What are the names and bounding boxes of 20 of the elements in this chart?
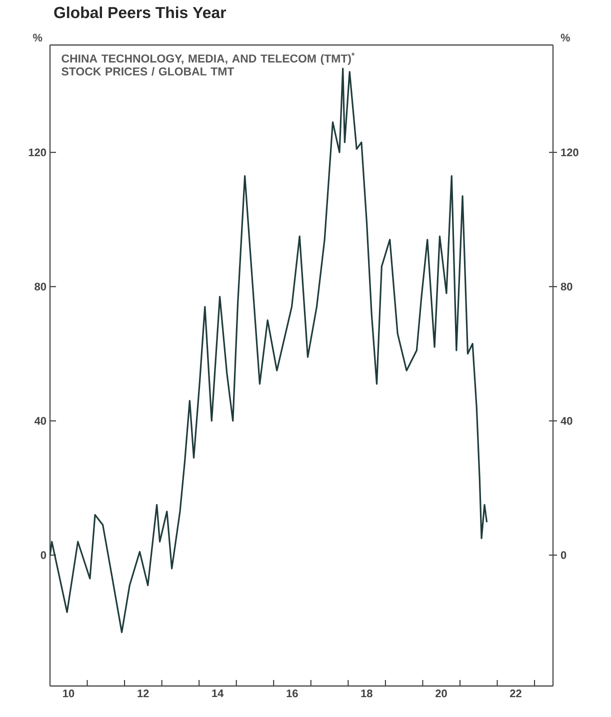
y-tick-label: 80 (34, 282, 46, 291)
text: CHINA TECHNOLOGY, MEDIA, AND TELECOM (TMT)$^{*}$ STOCK PRICES / GLOBAL TMT (62, 52, 355, 76)
x-tick-label: 14 (212, 690, 224, 698)
y-tick-label: 40 (34, 417, 46, 425)
y-tick-label: 120 (28, 148, 46, 156)
y-axis-title: % (33, 34, 42, 42)
x-tick-label: 10 (63, 690, 74, 698)
x-tick-label: 18 (361, 690, 372, 698)
y2-tick-label: 0 (560, 551, 566, 559)
x-tick-label: 20 (436, 690, 447, 698)
y2-tick-label: 120 (561, 148, 578, 156)
y2-tick-label: 80 (560, 282, 572, 291)
chart-title: Global Peers This Year (54, 6, 226, 18)
x-tick-label: 12 (138, 690, 149, 698)
line-series (50, 68, 488, 634)
y2-axis-title: % (560, 34, 570, 42)
x-tick-label: 16 (286, 690, 298, 698)
y2-tick-label: 40 (560, 417, 572, 425)
y-tick-label: 0 (40, 551, 46, 559)
x-tick-label: 22 (510, 690, 522, 698)
